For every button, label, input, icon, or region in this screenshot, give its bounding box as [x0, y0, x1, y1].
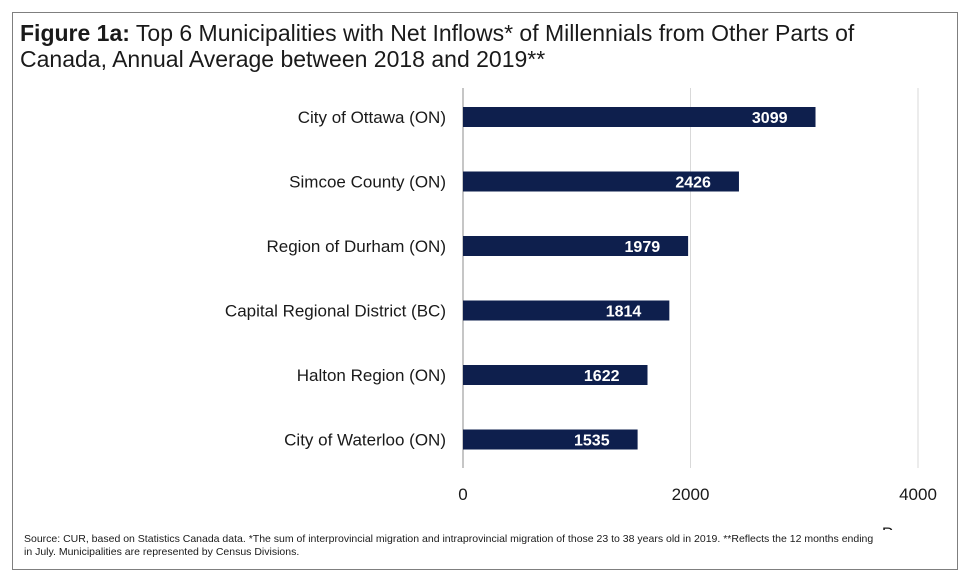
x-tick-label-2000: 2000: [672, 485, 710, 504]
data-label-0: 3099: [752, 110, 788, 127]
data-label-3: 1814: [606, 304, 642, 321]
figure-title-text: Top 6 Municipalities with Net Inflows* o…: [20, 20, 855, 72]
x-axis-label: Persons: [882, 524, 944, 530]
figure-title: Figure 1a: Top 6 Municipalities with Net…: [20, 20, 940, 72]
bar-4: [463, 365, 648, 385]
bar-3: [463, 300, 670, 321]
data-label-5: 1535: [574, 433, 610, 450]
bar-0: [463, 107, 816, 127]
source-note: Source: CUR, based on Statistics Canada …: [24, 533, 874, 558]
x-tick-label-4000: 4000: [899, 485, 937, 504]
bar-5: [463, 429, 638, 450]
category-label-2: Region of Durham (ON): [266, 237, 446, 256]
category-label-5: City of Waterloo (ON): [284, 431, 446, 450]
figure-frame: [12, 12, 958, 570]
data-label-2: 1979: [625, 239, 661, 256]
x-tick-label-0: 0: [458, 485, 467, 504]
category-label-3: Capital Regional District (BC): [225, 302, 446, 321]
data-label-1: 2426: [675, 175, 711, 192]
figure-title-prefix: Figure 1a:: [20, 20, 130, 46]
category-label-1: Simcoe County (ON): [289, 173, 446, 192]
data-label-4: 1622: [584, 368, 620, 385]
category-label-0: City of Ottawa (ON): [298, 108, 446, 127]
bar-1: [463, 171, 739, 192]
category-label-4: Halton Region (ON): [297, 366, 446, 385]
bar-2: [463, 236, 689, 256]
bar-chart: City of Ottawa (ON) 3099 Simcoe County (ON…: [225, 88, 944, 530]
